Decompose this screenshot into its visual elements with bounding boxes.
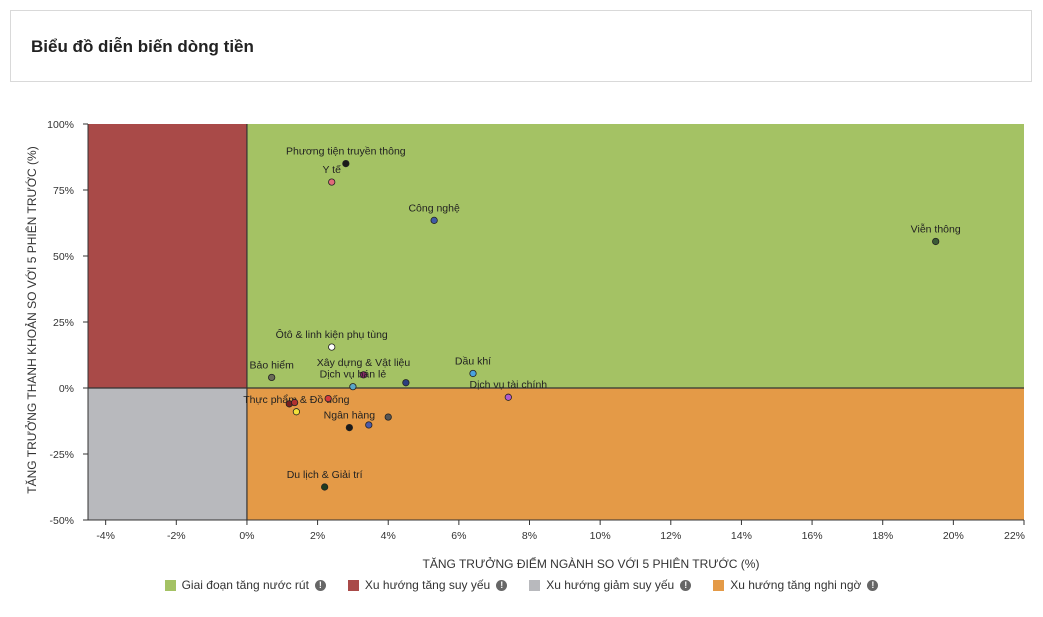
x-tick-label: 18%	[872, 530, 893, 542]
x-tick-label: 14%	[731, 530, 752, 542]
data-point[interactable]	[469, 369, 477, 378]
data-point[interactable]	[292, 408, 300, 416]
y-tick-label: 100%	[47, 119, 74, 131]
quadrant-area-3	[246, 388, 1025, 520]
data-point-label: Ôtô & linh kiện phụ tùng	[276, 328, 388, 341]
x-tick-label: 8%	[522, 530, 537, 542]
data-point[interactable]	[345, 423, 353, 432]
info-icon[interactable]: !	[867, 579, 879, 591]
data-point-label: Dịch vụ bán lẻ	[320, 369, 387, 381]
data-point[interactable]	[365, 421, 373, 429]
x-tick-label: 6%	[451, 530, 466, 542]
legend-swatch	[347, 579, 359, 591]
y-tick-label: -25%	[49, 449, 74, 461]
x-tick-label: 16%	[802, 530, 823, 542]
y-tick-label: 50%	[53, 251, 74, 263]
data-point[interactable]	[328, 343, 336, 351]
x-tick-label: -4%	[96, 530, 115, 542]
x-tick-label: 4%	[381, 530, 396, 542]
data-point-label: Du lịch & Giải trí	[287, 469, 363, 481]
data-point[interactable]	[349, 383, 357, 391]
legend-label: Xu hướng tăng nghi ngờ	[730, 578, 862, 592]
data-point[interactable]	[328, 178, 336, 186]
y-tick-label: 0%	[59, 383, 74, 395]
data-point-label: Dịch vụ tài chính	[470, 379, 548, 391]
legend-swatch	[713, 579, 725, 591]
info-icon[interactable]: !	[314, 579, 326, 591]
legend-swatch	[164, 579, 176, 591]
x-axis-title: TĂNG TRƯỞNG ĐIỂM NGÀNH SO VỚI 5 PHIÊN TR…	[423, 556, 760, 571]
y-tick-label: 25%	[53, 317, 74, 329]
page-title: Biểu đồ diễn biến dòng tiền	[31, 37, 254, 56]
data-point[interactable]	[504, 393, 512, 401]
data-point[interactable]	[342, 160, 350, 168]
quadrant-area-0	[246, 124, 1025, 388]
data-point[interactable]	[321, 483, 329, 491]
legend-swatch	[529, 579, 541, 591]
quadrant-area-1	[88, 124, 247, 388]
x-tick-label: 20%	[943, 530, 964, 542]
chart-header: Biểu đồ diễn biến dòng tiền	[10, 10, 1032, 82]
data-point[interactable]	[430, 216, 438, 224]
data-point-label: Dầu khí	[455, 355, 491, 367]
y-tick-label: -50%	[49, 515, 74, 527]
data-point[interactable]	[359, 371, 368, 379]
x-tick-label: 12%	[660, 530, 681, 542]
legend-label: Giai đoạn tăng nước rút	[181, 578, 309, 592]
data-point[interactable]	[932, 237, 940, 246]
legend-item-tang-suy-yeu[interactable]: Xu hướng tăng suy yếu !	[347, 578, 508, 592]
y-axis-title: TĂNG TRƯỞNG THANH KHOẢN SO VỚI 5 PHIÊN T…	[24, 146, 39, 493]
x-tick-label: 0%	[239, 530, 254, 542]
x-tick-label: 22%	[1004, 530, 1025, 542]
legend-label: Xu hướng giảm suy yếu	[546, 578, 675, 592]
data-point[interactable]	[268, 373, 276, 382]
data-point-label: Phương tiện truyền thông	[286, 146, 406, 158]
data-point-label: Xây dựng & Vật liệu	[317, 357, 411, 369]
legend-label: Xu hướng tăng suy yếu	[364, 578, 491, 592]
x-tick-label: 10%	[590, 530, 611, 542]
data-point[interactable]	[384, 413, 392, 421]
data-point-label: Viễn thông	[911, 222, 961, 235]
data-point-label: Bảo hiểm	[249, 359, 294, 371]
legend-item-giam-suy-yeu[interactable]: Xu hướng giảm suy yếu !	[529, 578, 692, 592]
x-tick-label: 2%	[310, 530, 325, 542]
data-point-label: Công nghệ	[408, 202, 460, 214]
data-point[interactable]	[324, 394, 332, 403]
legend-item-tang-nuoc-rut[interactable]: Giai đoạn tăng nước rút !	[164, 578, 326, 592]
y-tick-label: 75%	[53, 185, 74, 197]
data-point-label: Y tế	[322, 164, 341, 176]
x-tick-label: -2%	[167, 530, 186, 542]
info-icon[interactable]: !	[496, 579, 508, 591]
quadrant-area-2	[88, 388, 247, 520]
legend-item-tang-nghi-ngo[interactable]: Xu hướng tăng nghi ngờ !	[713, 578, 879, 592]
chart-legend: Giai đoạn tăng nước rút ! Xu hướng tăng …	[0, 578, 1043, 592]
info-icon[interactable]: !	[680, 579, 692, 591]
data-point[interactable]	[291, 398, 299, 407]
data-point[interactable]	[402, 379, 410, 387]
data-point-label: Ngân hàng	[324, 410, 376, 422]
